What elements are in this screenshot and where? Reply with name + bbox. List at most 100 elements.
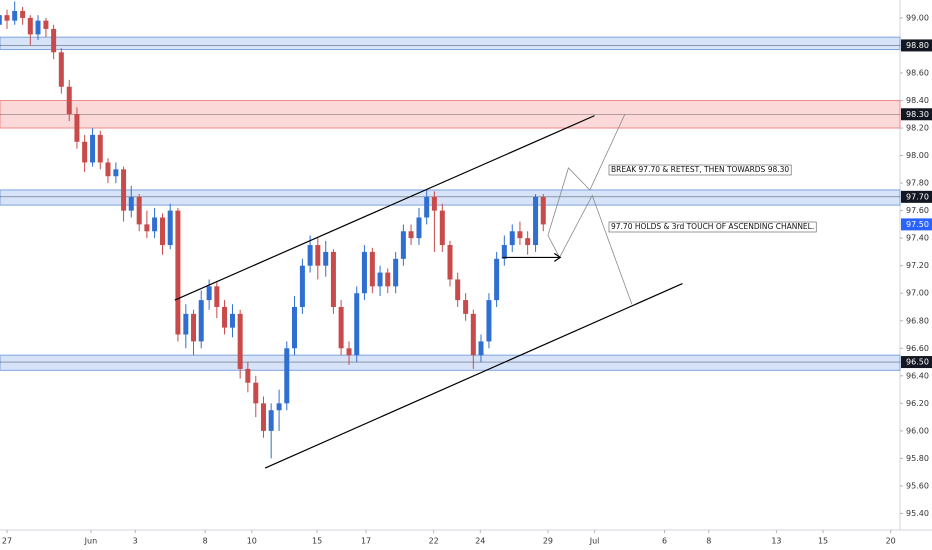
x-tick-label: 15: [312, 537, 322, 546]
x-tick-label: 20: [886, 537, 896, 546]
y-tick-label: 97.20: [906, 261, 929, 270]
candle-body: [470, 313, 476, 356]
candle-body: [0, 15, 2, 25]
x-tick-label: 17: [361, 537, 371, 546]
candle-body: [90, 134, 96, 163]
level-price-box: [901, 39, 932, 52]
candle-body: [144, 224, 150, 232]
note-text: BREAK 97.70 & RETEST, THEN TOWARDS 98.30: [611, 165, 789, 174]
candle-body: [74, 114, 80, 142]
level-price-box-label: 98.30: [906, 110, 929, 119]
candle-body: [97, 134, 103, 163]
candle-body: [447, 245, 453, 280]
candle-body: [121, 169, 127, 211]
candle-body: [183, 313, 189, 335]
candle-body: [51, 28, 57, 53]
candle-body: [533, 196, 539, 246]
candle-body: [501, 245, 507, 259]
candle-body: [214, 286, 220, 307]
candle-body: [439, 210, 445, 246]
candle-body: [330, 251, 336, 307]
note-box: [608, 164, 792, 176]
candle-body: [486, 300, 492, 342]
x-tick-label: 29: [543, 537, 553, 546]
candle-body: [494, 258, 500, 301]
y-tick-label: 98.20: [906, 124, 929, 133]
zone: [0, 36, 901, 51]
level-price-box-label: 98.80: [906, 41, 929, 50]
candle-body: [152, 217, 158, 232]
x-tick-label: 8: [706, 537, 711, 546]
x-tick-label: 10: [247, 537, 257, 546]
x-tick-label: 8: [203, 537, 208, 546]
candle-body: [82, 141, 88, 163]
x-tick-label: 22: [429, 537, 439, 546]
candle-body: [128, 196, 134, 211]
candle-body: [400, 231, 406, 259]
candle-body: [260, 403, 266, 431]
candle-body: [27, 17, 33, 35]
candle-body: [408, 231, 414, 239]
candle-body: [509, 231, 515, 246]
note-text: 97.70 HOLDS & 3rd TOUCH OF ASCENDING CHA…: [611, 222, 814, 231]
y-tick-label: 95.40: [906, 509, 929, 518]
candle-body: [354, 293, 360, 356]
candle-body: [35, 20, 41, 35]
candle-body: [361, 251, 367, 294]
candle-body: [463, 300, 469, 314]
candle-body: [229, 313, 235, 328]
candle-body: [323, 251, 329, 266]
candle-body: [525, 238, 531, 246]
candle-body: [416, 217, 422, 239]
candle-body: [346, 348, 352, 356]
candle-body: [191, 313, 197, 342]
y-tick-label: 98.40: [906, 96, 929, 105]
candle-body: [245, 368, 251, 383]
level-price-box-label: 97.70: [906, 192, 929, 201]
zone: [0, 189, 901, 206]
y-tick-label: 96.00: [906, 426, 929, 435]
level-price-box: [901, 190, 932, 203]
candle-body: [167, 210, 173, 246]
candle-body: [517, 231, 523, 239]
candle-body: [43, 20, 49, 29]
candle-body: [222, 306, 228, 328]
y-tick-label: 96.20: [906, 399, 929, 408]
projection-path: [547, 114, 626, 236]
candle-body: [478, 341, 484, 356]
candle-body: [276, 403, 282, 411]
x-tick-label: 3: [133, 537, 138, 546]
candle-body: [307, 245, 313, 266]
x-tick-label: 6: [662, 537, 667, 546]
candle-body: [175, 210, 181, 335]
candle-body: [20, 11, 26, 18]
note-box: [608, 221, 817, 233]
y-tick-label: 95.60: [906, 481, 929, 490]
zone: [0, 354, 901, 371]
y-tick-label: 97.80: [906, 179, 929, 188]
candle-body: [338, 306, 344, 349]
y-tick-label: 97.00: [906, 289, 929, 298]
level-price-box: [901, 356, 932, 369]
x-tick-label: 13: [771, 537, 781, 546]
y-tick-label: 97.60: [906, 206, 929, 215]
candle-body: [66, 86, 72, 115]
channel-line: [174, 115, 595, 301]
candle-body: [253, 382, 259, 404]
candle-body: [284, 348, 290, 404]
y-tick-label: 98.00: [906, 151, 929, 160]
projection-path: [547, 194, 633, 305]
candle-body: [369, 251, 375, 287]
candle-body: [377, 272, 383, 287]
level-price-box: [901, 108, 932, 121]
candle-body: [12, 11, 18, 21]
x-tick-label: Jun: [84, 537, 98, 546]
channel-line: [264, 283, 683, 469]
candle-body: [198, 300, 204, 342]
candle-body: [160, 217, 166, 246]
y-tick-label: 98.60: [906, 68, 929, 77]
candle-body: [105, 162, 111, 177]
y-tick-label: 96.40: [906, 371, 929, 380]
